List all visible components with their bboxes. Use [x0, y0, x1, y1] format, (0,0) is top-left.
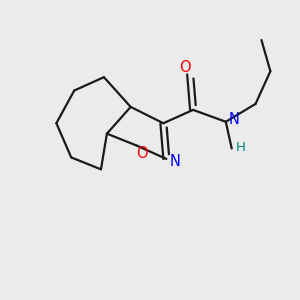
Text: N: N: [229, 112, 240, 127]
Text: H: H: [236, 140, 246, 154]
Text: O: O: [179, 60, 190, 75]
Text: O: O: [136, 146, 148, 161]
Text: N: N: [169, 154, 180, 169]
